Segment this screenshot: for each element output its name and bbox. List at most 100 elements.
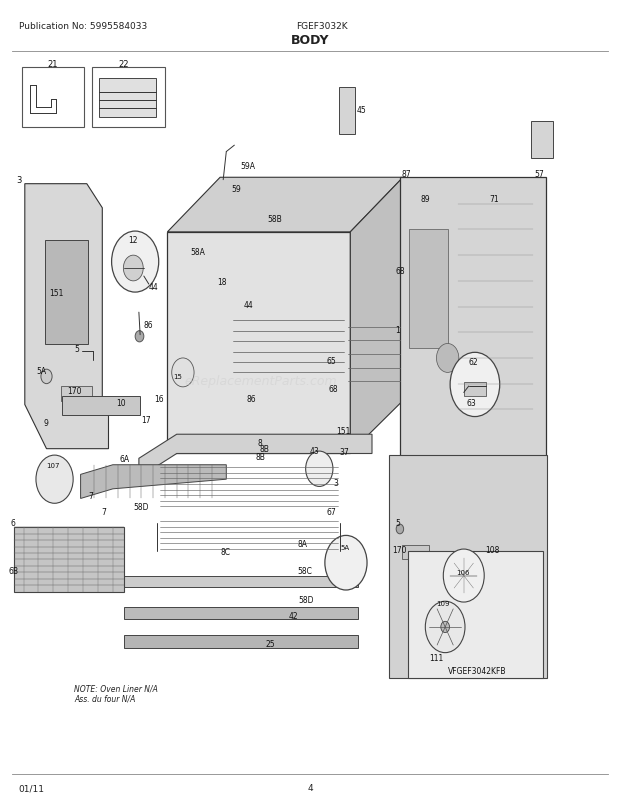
Text: NOTE: Oven Liner N/A
Ass. du four N/A: NOTE: Oven Liner N/A Ass. du four N/A — [74, 683, 158, 703]
Text: 22: 22 — [119, 59, 129, 69]
Text: 57: 57 — [534, 169, 544, 179]
Text: 170: 170 — [392, 545, 406, 554]
Bar — [45, 241, 88, 345]
Polygon shape — [167, 233, 350, 453]
Circle shape — [441, 622, 450, 633]
Polygon shape — [81, 465, 226, 499]
Text: 106: 106 — [456, 569, 469, 575]
Bar — [339, 88, 355, 135]
Polygon shape — [62, 397, 140, 415]
Circle shape — [443, 549, 484, 602]
Text: 71: 71 — [490, 194, 500, 204]
Text: 68: 68 — [329, 384, 339, 394]
Text: 111: 111 — [430, 653, 444, 662]
Text: 86: 86 — [247, 394, 257, 403]
Text: 3: 3 — [17, 176, 22, 185]
Text: 10: 10 — [117, 398, 126, 407]
Circle shape — [36, 456, 73, 504]
Text: 107: 107 — [46, 462, 60, 468]
Circle shape — [436, 344, 459, 373]
Text: 5A: 5A — [36, 367, 46, 376]
Bar — [61, 387, 92, 401]
Bar — [22, 68, 84, 128]
Text: 58B: 58B — [268, 214, 283, 224]
Text: 7: 7 — [102, 507, 107, 516]
Circle shape — [450, 353, 500, 417]
Polygon shape — [139, 435, 372, 478]
Text: 8: 8 — [258, 438, 263, 448]
Text: 6: 6 — [11, 518, 16, 528]
Text: 67: 67 — [327, 507, 337, 516]
Text: 6A: 6A — [119, 454, 129, 464]
Text: 108: 108 — [485, 545, 499, 555]
Polygon shape — [350, 178, 403, 453]
Circle shape — [135, 331, 144, 342]
Text: 68: 68 — [396, 266, 405, 276]
Circle shape — [123, 256, 143, 282]
Text: 45: 45 — [357, 106, 367, 115]
Text: 62: 62 — [469, 358, 479, 367]
Bar — [408, 551, 543, 678]
Text: 59A: 59A — [241, 161, 255, 171]
Text: 9: 9 — [43, 419, 48, 428]
Text: 18: 18 — [217, 277, 226, 287]
Text: FGEF3032K: FGEF3032K — [296, 22, 348, 31]
Text: 15: 15 — [174, 374, 182, 380]
Polygon shape — [389, 456, 547, 678]
Text: 89: 89 — [420, 194, 430, 204]
Circle shape — [41, 370, 52, 384]
Circle shape — [325, 536, 367, 590]
Bar — [99, 79, 156, 118]
Bar — [409, 230, 448, 349]
Text: 5A: 5A — [340, 544, 349, 550]
Polygon shape — [167, 178, 403, 233]
Polygon shape — [400, 178, 546, 497]
Text: 21: 21 — [48, 59, 58, 69]
Text: 4: 4 — [307, 783, 313, 792]
Text: 58C: 58C — [298, 566, 312, 576]
Bar — [402, 545, 429, 560]
Text: 43: 43 — [310, 446, 320, 456]
Text: 17: 17 — [141, 415, 151, 425]
Text: 8B: 8B — [259, 444, 269, 454]
Text: 8A: 8A — [298, 539, 308, 549]
Text: 86: 86 — [144, 320, 154, 330]
Bar — [92, 68, 165, 128]
Text: 65: 65 — [327, 356, 337, 366]
Text: 8C: 8C — [220, 547, 230, 557]
Text: 25: 25 — [265, 638, 275, 648]
Text: 63: 63 — [466, 398, 476, 407]
Text: 44: 44 — [244, 300, 254, 310]
Text: eReplacementParts.com: eReplacementParts.com — [184, 375, 337, 387]
Circle shape — [396, 525, 404, 534]
Bar — [464, 383, 486, 397]
Text: 7: 7 — [89, 491, 94, 500]
Text: 151: 151 — [50, 288, 64, 298]
Text: VFGEF3042KFB: VFGEF3042KFB — [448, 666, 507, 675]
Circle shape — [112, 232, 159, 293]
Text: 3: 3 — [334, 478, 339, 488]
Text: 59: 59 — [231, 184, 241, 194]
Text: 42: 42 — [288, 611, 298, 621]
Text: 170: 170 — [67, 387, 81, 396]
Text: 151: 151 — [336, 426, 350, 435]
Text: 1: 1 — [396, 326, 401, 335]
Text: 87: 87 — [402, 169, 412, 179]
Circle shape — [172, 358, 194, 387]
Text: 58D: 58D — [299, 595, 314, 605]
Polygon shape — [124, 635, 358, 648]
Circle shape — [425, 602, 465, 653]
Text: BODY: BODY — [291, 34, 329, 47]
Text: 109: 109 — [436, 600, 450, 606]
Text: 37: 37 — [340, 447, 350, 456]
Text: 12: 12 — [128, 236, 138, 245]
Text: 5: 5 — [74, 344, 79, 354]
Text: 6B: 6B — [9, 566, 19, 576]
Text: 5: 5 — [395, 518, 400, 528]
Bar — [531, 122, 553, 159]
Text: 16: 16 — [154, 394, 164, 403]
Text: Publication No: 5995584033: Publication No: 5995584033 — [19, 22, 147, 31]
Polygon shape — [124, 607, 358, 619]
Text: 58D: 58D — [133, 502, 149, 512]
Text: 8B: 8B — [255, 452, 265, 462]
